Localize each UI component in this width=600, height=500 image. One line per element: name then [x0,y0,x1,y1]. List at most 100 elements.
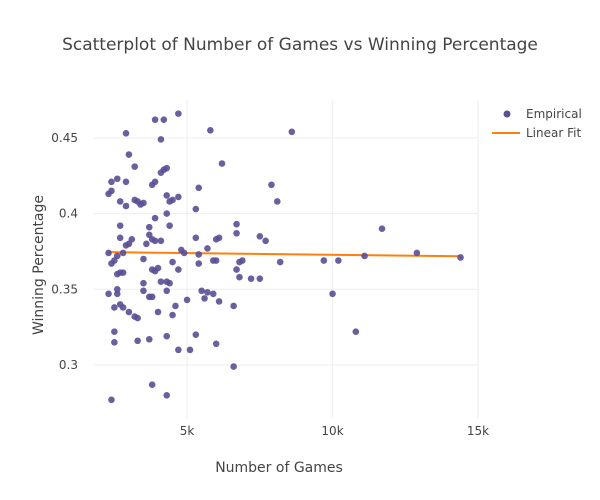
data-point [262,237,269,245]
data-point [172,302,179,310]
data-point [273,198,281,205]
data-point [335,257,342,264]
data-point [105,190,112,198]
data-point [105,249,112,257]
data-point [151,178,159,186]
data-point [233,229,240,237]
legend-item-linear-fit[interactable]: Linear Fit [492,126,581,140]
data-point [111,328,118,335]
x-axis-title: Number of Games [215,460,343,476]
data-point [122,202,130,210]
data-point [169,311,176,319]
data-point [163,332,171,340]
data-point [157,237,165,245]
data-point [209,290,217,298]
chart-title: Scatterplot of Number of Games vs Winnin… [62,35,538,55]
linear-fit-line [108,251,461,258]
x-tick-label: 5k [180,424,195,438]
data-point [148,266,156,273]
data-point [166,222,173,229]
data-point [233,266,240,273]
data-point [288,128,296,136]
data-point [108,178,115,186]
points-layer [105,110,464,404]
data-point [201,295,208,302]
data-point [140,287,147,295]
data-point [157,278,165,286]
data-point [230,363,237,370]
data-point [212,257,220,264]
data-point [160,116,168,123]
data-point [413,249,421,257]
data-point [122,130,130,137]
data-point [180,249,188,257]
data-point [169,196,176,204]
data-point [116,234,124,242]
data-point [204,289,211,296]
legend: Empirical Linear Fit [492,107,582,140]
data-point [256,275,264,282]
data-point [145,335,153,343]
data-point [143,240,150,248]
data-point [175,346,182,354]
data-point [195,251,203,258]
data-point [169,258,176,266]
data-point [151,116,159,123]
data-point [105,290,112,298]
x-tick-label: 15k [467,424,489,438]
data-point [148,293,156,301]
x-tick-labels: 5k 10k 15k [180,424,489,438]
data-point [125,308,133,316]
data-point [183,296,191,304]
data-point [111,338,118,346]
data-point [163,210,171,217]
fit-line-layer [108,251,461,258]
y-tick-label: 0.45 [51,131,78,145]
y-tick-label: 0.35 [51,282,78,296]
data-point [247,275,255,282]
data-point [268,181,275,189]
data-point [108,396,115,404]
data-point [140,255,147,263]
legend-label-empirical: Empirical [526,107,582,121]
data-point [329,290,336,298]
data-point [119,249,127,257]
y-tick-label: 0.4 [59,207,78,221]
legend-marker-empirical [503,110,511,118]
data-point [154,264,162,272]
data-point [352,328,360,335]
data-point [163,287,171,295]
data-point [218,160,226,167]
data-point [145,223,153,231]
data-point [192,205,200,213]
data-point [119,269,127,276]
data-point [198,287,205,295]
data-point [111,304,118,311]
data-point [207,126,214,134]
data-point [256,232,264,240]
data-point [140,279,147,287]
data-point [113,290,121,298]
data-point [113,252,121,260]
data-point [113,175,121,183]
data-point [116,222,124,229]
data-point [204,245,211,252]
data-point [378,225,386,233]
data-point [212,340,220,348]
data-point [151,214,159,222]
data-point [186,346,194,354]
legend-label-linear-fit: Linear Fit [526,126,581,140]
data-point [233,220,240,228]
data-point [145,231,153,239]
data-point [163,278,171,286]
legend-item-empirical[interactable]: Empirical [503,107,582,121]
data-point [163,164,171,172]
data-point [215,234,223,242]
data-point [113,285,121,293]
data-point [175,266,182,273]
data-point [154,308,162,316]
data-point [320,257,328,264]
data-point [125,151,133,158]
data-point [175,193,182,201]
